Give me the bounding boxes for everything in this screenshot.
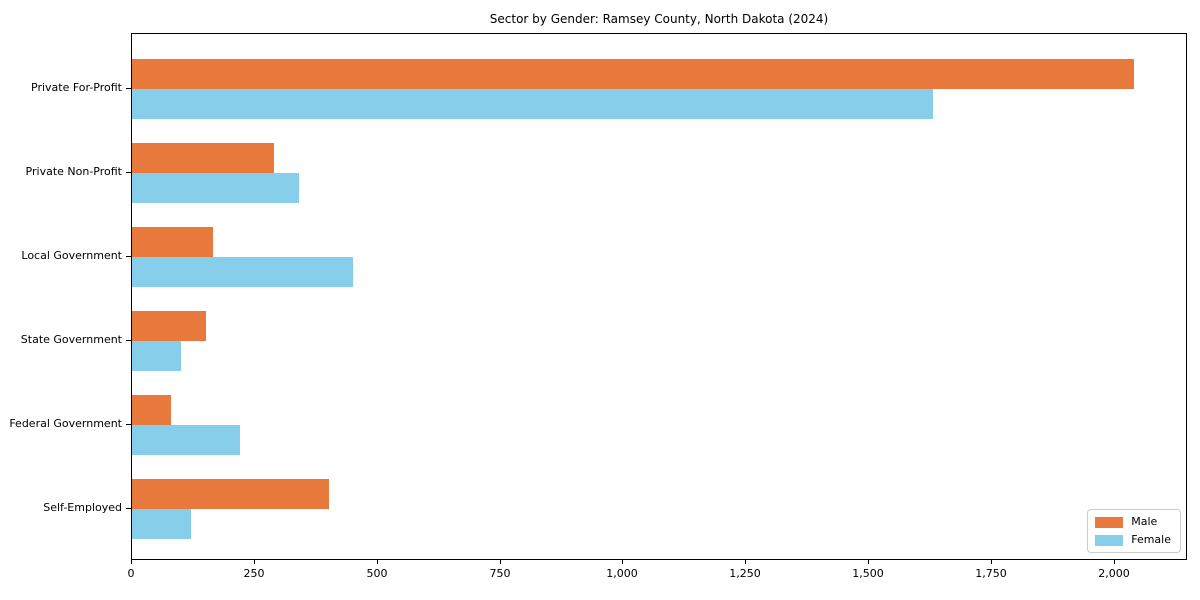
bar-female-self-employed	[132, 509, 191, 539]
bar-female-state-government	[132, 341, 181, 371]
female-series-swatch	[1095, 534, 1124, 546]
x-axis-tick-label: 750	[489, 567, 511, 580]
bar-female-local-government	[132, 257, 353, 287]
y-axis-label-federal-government: Federal Government	[9, 417, 122, 430]
x-axis-tick	[1114, 560, 1115, 564]
y-axis-tick	[126, 256, 131, 257]
y-axis-tick	[126, 424, 131, 425]
bar-male-state-government	[132, 311, 206, 341]
y-axis-tick	[126, 508, 131, 509]
legend-label-female: Female	[1131, 533, 1171, 546]
bar-female-private-for-profit	[132, 89, 933, 119]
y-axis-label-self-employed: Self-Employed	[43, 501, 122, 514]
bar-male-private-non-profit	[132, 143, 274, 173]
x-axis-tick	[131, 560, 132, 564]
y-axis-label-local-government: Local Government	[21, 249, 122, 262]
bar-male-local-government	[132, 227, 213, 257]
x-axis-tick	[868, 560, 869, 564]
plot-area: Male Female	[131, 33, 1187, 560]
bar-female-federal-government	[132, 425, 240, 455]
x-axis-tick	[500, 560, 501, 564]
male-series-swatch	[1095, 516, 1124, 528]
legend-item-female: Female	[1095, 534, 1171, 546]
x-axis-tick-label: 1,500	[852, 567, 884, 580]
y-axis-tick	[126, 340, 131, 341]
x-axis-tick-label: 2,000	[1098, 567, 1130, 580]
x-axis-tick-label: 0	[127, 567, 135, 580]
legend-item-male: Male	[1095, 516, 1171, 528]
y-axis-label-state-government: State Government	[20, 333, 122, 346]
x-axis-tick-label: 1,750	[975, 567, 1007, 580]
x-axis-tick	[377, 560, 378, 564]
legend-label-male: Male	[1131, 515, 1158, 528]
y-axis-label-private-for-profit: Private For-Profit	[31, 81, 122, 94]
x-axis-tick	[622, 560, 623, 564]
y-axis-tick	[126, 88, 131, 89]
x-axis-tick-label: 1,250	[729, 567, 761, 580]
legend: Male Female	[1087, 509, 1181, 553]
bar-female-private-non-profit	[132, 173, 299, 203]
y-axis-tick	[126, 172, 131, 173]
y-axis-label-private-non-profit: Private Non-Profit	[25, 165, 122, 178]
x-axis-tick	[254, 560, 255, 564]
x-axis-tick	[745, 560, 746, 564]
bar-male-federal-government	[132, 395, 171, 425]
x-axis-tick-label: 1,000	[606, 567, 638, 580]
x-axis-tick-label: 250	[243, 567, 265, 580]
x-axis-tick-label: 500	[366, 567, 388, 580]
x-axis-tick	[991, 560, 992, 564]
bar-male-private-for-profit	[132, 59, 1134, 89]
bar-male-self-employed	[132, 479, 329, 509]
chart-title: Sector by Gender: Ramsey County, North D…	[489, 12, 829, 26]
